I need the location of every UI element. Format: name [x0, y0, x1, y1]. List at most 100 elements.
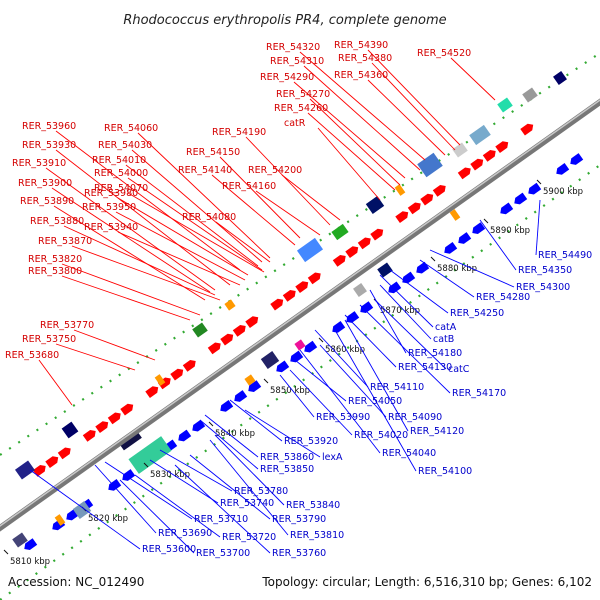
scale-tick-mark: [143, 462, 149, 468]
gene-label-reverse[interactable]: RER_54180: [408, 348, 462, 359]
gene-label-reverse[interactable]: RER_54250: [450, 308, 504, 319]
feature-block: [365, 196, 385, 214]
gene-label-forward[interactable]: RER_54070: [94, 183, 148, 194]
forward-gene-arrow: [307, 272, 321, 285]
gene-label-reverse[interactable]: RER_54110: [370, 382, 424, 393]
gene-label-reverse[interactable]: catC: [448, 364, 470, 375]
gene-label-reverse[interactable]: RER_53720: [222, 532, 276, 543]
scale-tick-label: 5810 kbp: [10, 557, 50, 567]
label-leader-line: [299, 51, 426, 161]
label-leader-line: [127, 192, 265, 273]
gene-label-reverse[interactable]: lexA: [322, 452, 343, 463]
gene-label-reverse[interactable]: RER_53920: [284, 436, 338, 447]
gene-label-forward[interactable]: RER_53800: [28, 266, 82, 277]
gene-label-forward[interactable]: RER_54290: [260, 72, 314, 83]
gene-label-forward[interactable]: RER_54030: [98, 140, 152, 151]
gene-label-reverse[interactable]: catB: [433, 334, 454, 345]
reverse-gene-arrow: [444, 242, 458, 254]
gene-label-reverse[interactable]: RER_53600: [142, 544, 196, 555]
gene-label-forward[interactable]: RER_54190: [212, 127, 266, 138]
gene-label-reverse[interactable]: RER_53780: [234, 486, 288, 497]
forward-gene-arrow: [170, 368, 184, 381]
forward-gene-arrow: [57, 447, 71, 460]
gene-label-forward[interactable]: RER_53900: [18, 178, 72, 189]
feature-block: [192, 322, 208, 338]
gene-label-forward[interactable]: RER_53950: [82, 202, 136, 213]
gene-label-reverse[interactable]: RER_53740: [220, 498, 274, 509]
gene-label-forward[interactable]: RER_53820: [28, 254, 82, 265]
gene-label-reverse[interactable]: RER_54170: [452, 388, 506, 399]
gene-label-forward[interactable]: RER_53960: [22, 121, 76, 132]
gene-label-forward[interactable]: RER_53680: [5, 350, 59, 361]
feature-block: [553, 71, 567, 85]
gene-label-forward[interactable]: RER_53980: [84, 188, 138, 199]
gene-label-reverse[interactable]: RER_54130: [398, 362, 452, 373]
gene-label-reverse[interactable]: RER_53700: [196, 548, 250, 559]
gene-label-forward[interactable]: RER_54010: [92, 155, 146, 166]
gene-label-reverse[interactable]: RER_53860: [260, 452, 314, 463]
reverse-gene-arrow: [178, 429, 192, 442]
label-leader-line: [134, 474, 221, 538]
label-leader-line: [73, 329, 156, 361]
gene-label-forward[interactable]: RER_54260: [274, 103, 328, 114]
gene-label-reverse[interactable]: RER_53990: [316, 412, 370, 423]
gene-label-reverse[interactable]: RER_53790: [272, 514, 326, 525]
gene-label-forward[interactable]: RER_53770: [40, 320, 94, 331]
gene-label-reverse[interactable]: RER_54020: [354, 430, 408, 441]
label-leader-line: [309, 98, 401, 186]
gene-label-reverse[interactable]: RER_53850: [260, 464, 314, 475]
gene-label-forward[interactable]: RER_54320: [266, 42, 320, 53]
gene-label-forward[interactable]: RER_54200: [248, 165, 302, 176]
gene-label-forward[interactable]: RER_54060: [104, 123, 158, 134]
gene-label-forward[interactable]: RER_53910: [12, 158, 66, 169]
gene-label-reverse[interactable]: RER_53840: [286, 500, 340, 511]
gene-label-reverse[interactable]: RER_54350: [518, 265, 572, 276]
gene-label-forward[interactable]: RER_54150: [186, 147, 240, 158]
label-leader-line: [131, 149, 263, 263]
gene-label-forward[interactable]: RER_53930: [22, 140, 76, 151]
gene-label-reverse[interactable]: RER_54100: [418, 466, 472, 477]
gene-label-forward[interactable]: RER_53890: [20, 196, 74, 207]
gene-label-reverse[interactable]: RER_54120: [410, 426, 464, 437]
label-leader-line: [38, 359, 73, 406]
gene-label-forward[interactable]: RER_53940: [84, 222, 138, 233]
label-leader-line: [374, 299, 447, 370]
gene-label-forward[interactable]: RER_54380: [338, 53, 392, 64]
gene-label-forward[interactable]: catR: [284, 118, 306, 129]
gene-label-forward[interactable]: RER_54390: [334, 40, 388, 51]
scale-tick-mark: [536, 179, 542, 185]
gene-label-forward[interactable]: RER_53870: [38, 236, 92, 247]
gene-label-reverse[interactable]: RER_54090: [388, 412, 442, 423]
gene-label-reverse[interactable]: RER_54300: [516, 282, 570, 293]
gene-label-reverse[interactable]: RER_53710: [194, 514, 248, 525]
gene-label-forward[interactable]: RER_54310: [270, 56, 324, 67]
gene-label-reverse[interactable]: RER_53760: [272, 548, 326, 559]
gene-label-reverse[interactable]: catA: [435, 322, 457, 333]
label-leader-line: [55, 130, 241, 271]
gene-label-reverse[interactable]: RER_53810: [290, 530, 344, 541]
scale-tick-label: 5850 kbp: [270, 386, 310, 396]
gene-label-reverse[interactable]: RER_54050: [348, 396, 402, 407]
label-leader-line: [211, 174, 296, 246]
feature-block: [449, 209, 461, 221]
gene-label-forward[interactable]: RER_54080: [182, 212, 236, 223]
reverse-gene-arrow: [122, 469, 136, 481]
reverse-gene-arrow: [304, 340, 318, 353]
gene-label-reverse[interactable]: RER_54040: [382, 448, 436, 459]
label-leader-line: [71, 245, 221, 301]
gene-label-forward[interactable]: RER_54520: [417, 48, 471, 59]
gene-label-reverse[interactable]: RER_53690: [158, 528, 212, 539]
feature-block: [296, 237, 324, 263]
gene-label-forward[interactable]: RER_54160: [222, 181, 276, 192]
gene-label-reverse[interactable]: RER_54280: [476, 292, 530, 303]
gene-label-forward[interactable]: RER_54360: [334, 70, 388, 81]
scale-tick-mark: [263, 378, 269, 384]
gene-label-reverse[interactable]: RER_54490: [538, 250, 592, 261]
label-leader-line: [117, 197, 249, 276]
forward-gene-arrow: [282, 290, 296, 302]
gene-label-forward[interactable]: RER_54140: [178, 165, 232, 176]
gene-label-forward[interactable]: RER_54000: [94, 168, 148, 179]
gene-label-forward[interactable]: RER_53750: [22, 334, 76, 345]
gene-label-forward[interactable]: RER_54270: [276, 89, 330, 100]
gene-label-forward[interactable]: RER_53880: [30, 216, 84, 227]
